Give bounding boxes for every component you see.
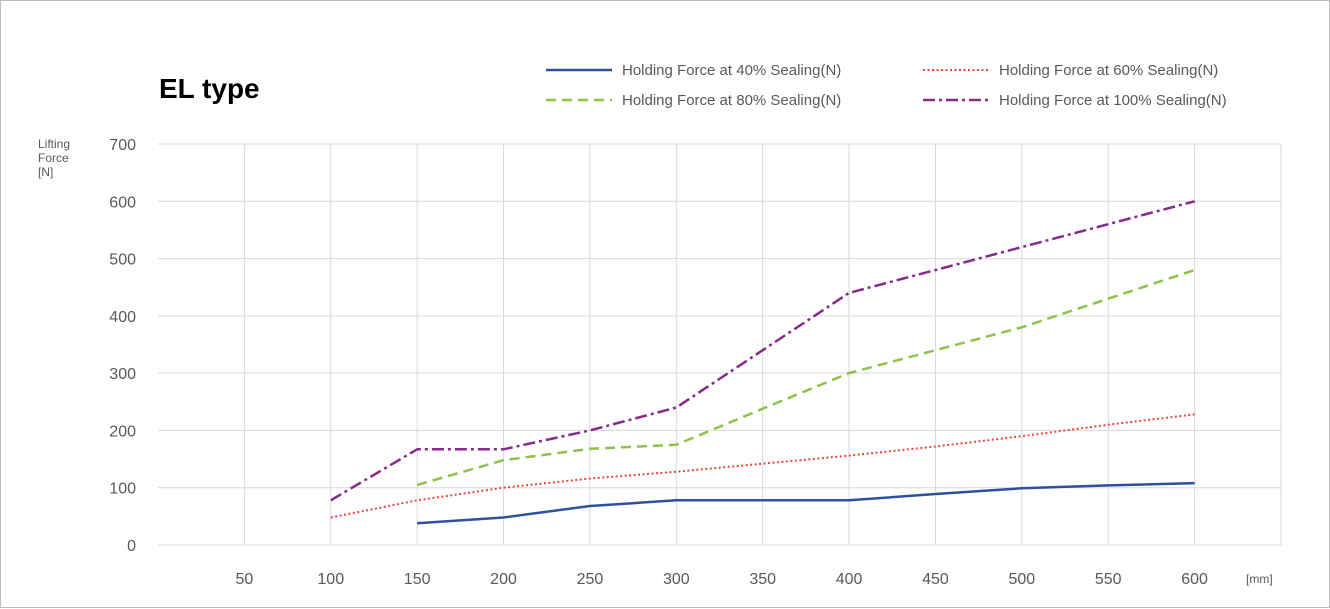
x-tick-label: 50 [235,571,253,588]
x-tick-label: 550 [1095,571,1122,588]
y-axis-label-line: [N] [38,165,53,179]
legend-item: Holding Force at 100% Sealing(N) [923,92,1227,109]
x-tick-label: 500 [1008,571,1035,588]
legend-item: Holding Force at 80% Sealing(N) [546,92,841,109]
series-lines [330,200,1195,525]
series-line [417,481,1195,525]
series-line [416,268,1195,487]
x-tick-label: 150 [404,571,431,588]
legend-item: Holding Force at 60% Sealing(N) [923,62,1218,79]
y-tick-label: 600 [109,194,136,211]
x-tick-label: 250 [577,571,604,588]
legend-label: Holding Force at 100% Sealing(N) [999,92,1227,109]
x-tick-label: 400 [836,571,863,588]
x-tick-label: 450 [922,571,949,588]
gridlines [158,143,1282,546]
legend-label: Holding Force at 80% Sealing(N) [622,92,841,109]
y-axis-label-line: Force [38,151,69,165]
x-tick-label: 200 [490,571,517,588]
legend-label: Holding Force at 60% Sealing(N) [999,62,1218,79]
x-tick-label: 100 [317,571,344,588]
y-tick-label: 300 [109,366,136,383]
series-line [330,413,1195,519]
y-axis-label-line: Lifting [38,137,70,151]
y-tick-label: 400 [109,309,136,326]
y-tick-label: 200 [109,423,136,440]
legend-label: Holding Force at 40% Sealing(N) [622,62,841,79]
y-tick-label: 500 [109,252,136,269]
legend: Holding Force at 40% Sealing(N) Holding F… [546,62,1227,109]
y-tick-label: 0 [127,538,136,555]
x-axis-unit: [mm] [1246,572,1273,586]
legend-item: Holding Force at 40% Sealing(N) [546,62,841,79]
chart-title: EL type [159,73,260,104]
x-tick-label: 300 [663,571,690,588]
x-tick-label: 350 [749,571,776,588]
x-tick-label: 600 [1181,571,1208,588]
series-line [330,200,1195,502]
y-tick-label: 700 [109,137,136,154]
y-tick-label: 100 [109,481,136,498]
tick-labels: 0 100 200 300 400 500 600 700 50 100 150 200 250 300 3… [109,137,1208,588]
